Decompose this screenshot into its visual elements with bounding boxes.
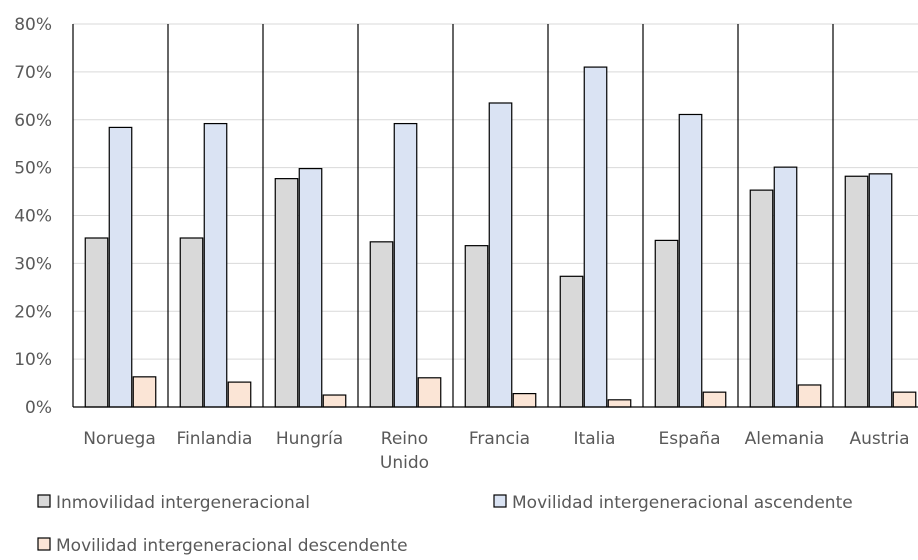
bar-1-8 <box>749 189 774 408</box>
x-tick-label: Austria <box>849 429 909 449</box>
x-tick-label: Hungría <box>276 429 343 449</box>
bar-2-9 <box>868 173 893 408</box>
category-separators <box>72 24 834 407</box>
y-tick-label: 0% <box>25 398 52 418</box>
x-tick-label: Noruega <box>83 429 156 449</box>
bar-2-3 <box>298 167 323 408</box>
y-tick-label: 50% <box>14 159 52 179</box>
legend-label: Inmovilidad intergeneracional <box>56 493 310 513</box>
x-axis-tick-labels: Noruega Finlandia Hungría Reino Unido Francia… <box>83 429 909 473</box>
bar-3-1 <box>132 376 157 408</box>
bar-2-7 <box>678 113 703 408</box>
legend-swatch <box>493 494 507 508</box>
bar-3-7 <box>702 391 727 408</box>
y-tick-label: 60% <box>14 111 52 131</box>
bar-1-7 <box>654 239 679 408</box>
bar-1-6 <box>559 275 584 408</box>
y-tick-label: 40% <box>14 207 52 227</box>
legend-label: Movilidad intergeneracional descendente <box>56 536 408 556</box>
bar-1-1 <box>84 237 109 408</box>
bar-3-4 <box>417 377 442 408</box>
bar-2-1 <box>108 126 133 408</box>
y-axis-tick-labels: 0% 10% 20% 30% 40% 50% 60% 70% 80% <box>14 15 52 418</box>
bar-1-9 <box>844 175 869 408</box>
y-tick-label: 80% <box>14 15 52 35</box>
legend-item: Movilidad intergeneracional descendente <box>37 536 408 556</box>
bars <box>84 66 917 408</box>
bar-1-4 <box>369 241 394 408</box>
y-tick-label: 20% <box>14 302 52 322</box>
x-tick-label: Francia <box>469 429 530 449</box>
bar-2-2 <box>203 122 228 408</box>
bar-2-6 <box>583 66 608 408</box>
legend: Inmovilidad intergeneracional Movilidad i… <box>37 493 853 556</box>
legend-item: Inmovilidad intergeneracional <box>37 493 310 513</box>
legend-swatch <box>37 537 51 551</box>
y-tick-label: 10% <box>14 350 52 370</box>
bar-1-2 <box>179 237 204 408</box>
bar-1-5 <box>464 245 489 408</box>
legend-swatch <box>37 494 51 508</box>
x-tick-label: Finlandia <box>177 429 253 449</box>
bar-3-9 <box>892 391 917 408</box>
x-tick-label: Alemania <box>745 429 825 449</box>
bar-3-8 <box>797 384 822 408</box>
bar-1-3 <box>274 178 299 408</box>
y-tick-label: 30% <box>14 254 52 274</box>
bar-3-3 <box>322 394 347 408</box>
legend-item: Movilidad intergeneracional ascendente <box>493 493 853 513</box>
bar-3-5 <box>512 392 537 408</box>
bar-2-5 <box>488 102 513 408</box>
bar-3-2 <box>227 381 252 408</box>
legend-label: Movilidad intergeneracional ascendente <box>512 493 853 513</box>
bar-3-6 <box>607 399 632 408</box>
x-tick-label: Italia <box>574 429 616 449</box>
bar-2-4 <box>393 122 418 408</box>
y-tick-label: 70% <box>14 63 52 83</box>
x-tick-label: España <box>659 429 721 449</box>
bar-2-8 <box>773 166 798 408</box>
x-tick-label: Reino Unido <box>380 429 429 473</box>
